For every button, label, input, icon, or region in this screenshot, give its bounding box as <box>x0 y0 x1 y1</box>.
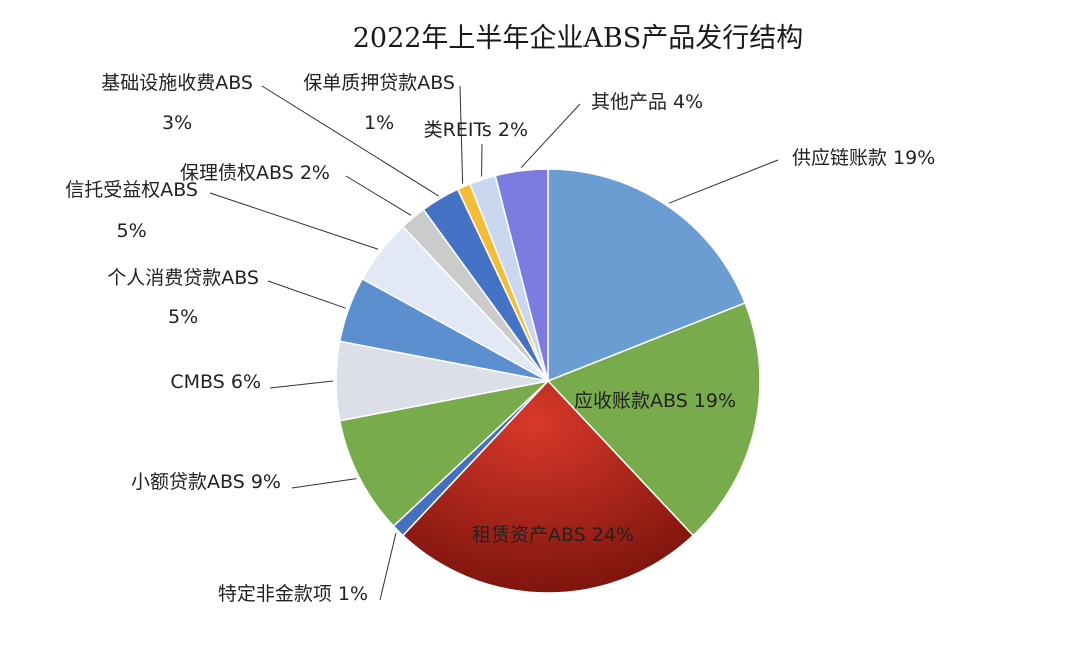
slice-label-1: 供应链账款 19% <box>792 147 935 169</box>
slice-label-7: 个人消费贷款ABS <box>107 267 259 289</box>
slice-label-4: 特定非金款项 1% <box>218 583 368 605</box>
pie-slice-13 <box>494 168 549 382</box>
leader-line-1 <box>668 159 779 204</box>
slice-percent-7: 5% <box>168 306 198 328</box>
slice-label-11: 保单质押贷款ABS <box>303 72 455 94</box>
slice-percent-11: 1% <box>364 112 394 134</box>
slice-labels: 供应链账款 19% 应收账款ABS 19% 租赁资产ABS 24% 特定非金款项 1%… <box>65 72 935 605</box>
chart-title: 2022年上半年企业ABS产品发行结构 <box>353 23 804 54</box>
pie-slice-3 <box>401 379 695 594</box>
leader-line-8 <box>209 192 379 250</box>
leader-line-4 <box>379 532 397 601</box>
slice-label-12: 类REITs 2% <box>424 119 528 141</box>
leader-line-5 <box>291 478 357 489</box>
slice-label-9: 保理债权ABS 2% <box>180 162 330 184</box>
slice-label-8: 信托受益权ABS <box>65 179 198 201</box>
slice-label-3: 租赁资产ABS 24% <box>472 524 634 546</box>
pie-slice-5 <box>338 379 551 528</box>
leader-lines <box>209 85 779 601</box>
leader-line-10 <box>261 85 439 197</box>
slice-label-10: 基础设施收费ABS <box>101 72 253 94</box>
slice-percent-10: 3% <box>162 112 192 134</box>
leader-line-11 <box>459 85 464 184</box>
leader-line-13 <box>520 103 581 169</box>
leader-line-9 <box>345 175 412 216</box>
slice-percent-8: 5% <box>117 220 147 242</box>
slice-label-13: 其他产品 4% <box>591 91 703 113</box>
slice-label-5: 小额贷款ABS 9% <box>131 471 281 493</box>
slice-label-6: CMBS 6% <box>170 371 261 393</box>
leader-line-6 <box>269 380 334 389</box>
pie-slice-2 <box>546 301 761 537</box>
pie-slices <box>335 168 761 594</box>
slice-label-2: 应收账款ABS 19% <box>574 390 736 412</box>
leader-line-7 <box>267 280 346 309</box>
pie-slice-1 <box>547 168 747 383</box>
